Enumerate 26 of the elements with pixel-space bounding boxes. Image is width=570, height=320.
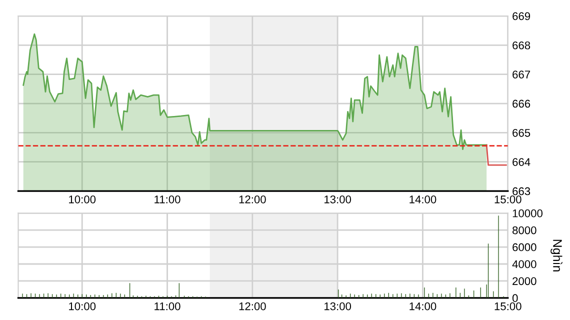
y-tick-label: 666	[512, 100, 530, 108]
y-tick-label: 4000	[512, 260, 536, 268]
y-tick-label: 664	[512, 158, 530, 166]
x-tick-label: 15:00	[494, 196, 522, 204]
y-tick-label: 667	[512, 70, 530, 78]
x-tick-label: 11:00	[154, 196, 180, 204]
x-tick-label: 13:00	[324, 302, 352, 310]
y-tick-label: 663	[512, 187, 530, 196]
x-tick-label: 11:00	[154, 302, 180, 310]
y-tick-label: 6000	[512, 243, 536, 252]
y-tick-label: 665	[512, 128, 530, 137]
x-tick-label: 12:00	[239, 302, 266, 310]
x-tick-label: 10:00	[69, 302, 96, 310]
y-tick-label: 2000	[512, 277, 536, 286]
y-tick-label: 669	[512, 12, 530, 20]
x-tick-label: 15:00	[494, 302, 522, 310]
x-tick-label: 10:00	[69, 196, 96, 204]
x-tick-label: 14:00	[410, 302, 436, 310]
x-tick-label: 14:00	[410, 196, 436, 204]
x-tick-label: 13:00	[324, 196, 352, 204]
y-tick-label: 10000	[512, 209, 542, 218]
y-tick-label: 8000	[512, 226, 536, 234]
x-tick-label: 12:00	[239, 196, 266, 204]
y-axis-title: Nghìn	[550, 240, 562, 272]
y-tick-label: 668	[512, 41, 530, 50]
y-tick-label: 0	[512, 294, 518, 302]
